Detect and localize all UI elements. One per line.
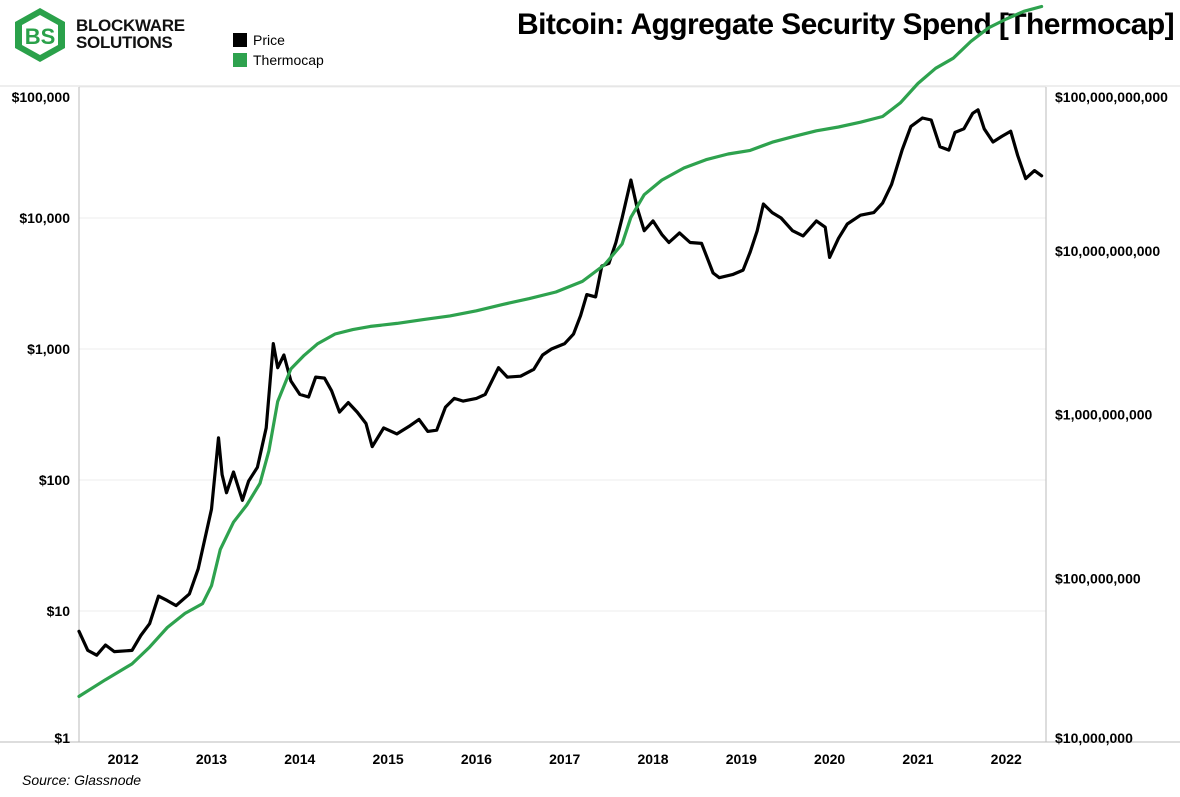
legend-swatch-price bbox=[233, 33, 247, 47]
series-line-price bbox=[77, 108, 1044, 657]
x-tick-label-5: 2017 bbox=[549, 751, 580, 767]
legend-entry-thermocap: Thermocap bbox=[233, 50, 324, 70]
x-tick-label-8: 2020 bbox=[814, 751, 845, 767]
chart-legend: Price Thermocap bbox=[233, 30, 324, 70]
y-left-tick-label-3: $1,000 bbox=[27, 341, 70, 357]
blockware-logo-icon: BS bbox=[15, 8, 65, 62]
y-right-tick-label-0: $10,000,000 bbox=[1055, 730, 1133, 746]
x-tick-label-6: 2018 bbox=[637, 751, 668, 767]
x-tick-label-1: 2013 bbox=[196, 751, 227, 767]
y-left-tick-label-0: $1 bbox=[54, 730, 70, 746]
series-line-thermocap bbox=[77, 4, 1044, 699]
x-tick-label-9: 2021 bbox=[902, 751, 933, 767]
legend-swatch-thermocap bbox=[233, 53, 247, 67]
y-right-tick-label-1: $100,000,000 bbox=[1055, 570, 1141, 586]
x-tick-label-10: 2022 bbox=[991, 751, 1022, 767]
legend-label-thermocap: Thermocap bbox=[253, 52, 324, 68]
y-right-tick-label-2: $1,000,000,000 bbox=[1055, 407, 1153, 423]
brand-line2: SOLUTIONS bbox=[76, 33, 173, 52]
chart-title: Bitcoin: Aggregate Security Spend [Therm… bbox=[517, 8, 1175, 41]
y-left-tick-label-2: $100 bbox=[39, 472, 70, 488]
x-tick-label-3: 2015 bbox=[373, 751, 404, 767]
brand-line1: BLOCKWARE bbox=[76, 16, 185, 35]
y-right-tick-label-4: $100,000,000,000 bbox=[1055, 89, 1168, 105]
y-left-tick-label-1: $10 bbox=[47, 603, 71, 619]
x-tick-label-4: 2016 bbox=[461, 751, 492, 767]
legend-entry-price: Price bbox=[233, 30, 324, 50]
y-left-tick-label-5: $100,000 bbox=[12, 89, 71, 105]
legend-label-price: Price bbox=[253, 32, 285, 48]
x-tick-label-2: 2014 bbox=[284, 751, 315, 767]
y-left-tick-label-4: $10,000 bbox=[19, 210, 70, 226]
x-tick-label-7: 2019 bbox=[726, 751, 757, 767]
brand-logo: BS BLOCKWARE SOLUTIONS bbox=[10, 6, 185, 64]
source-note: Source: Glassnode bbox=[22, 772, 142, 788]
x-tick-label-0: 2012 bbox=[108, 751, 139, 767]
svg-text:BS: BS bbox=[25, 24, 56, 49]
y-right-tick-label-3: $10,000,000,000 bbox=[1055, 243, 1160, 259]
brand-name: BLOCKWARE SOLUTIONS bbox=[76, 17, 185, 51]
